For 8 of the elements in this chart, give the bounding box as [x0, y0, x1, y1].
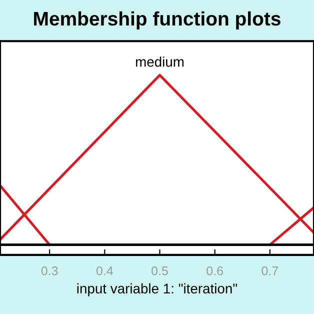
x-tick-label: 0.5: [152, 266, 168, 276]
x-tick-label: 0.3: [41, 266, 58, 276]
x-tick-label: 0.4: [96, 266, 113, 276]
chart-title: Membership function plots: [34, 11, 280, 30]
x-axis-title: input variable 1: "iteration": [77, 283, 238, 296]
x-tick-label: 0.6: [206, 266, 223, 276]
x-tick-label: 0.7: [262, 266, 278, 276]
series-label: medium: [136, 56, 184, 67]
